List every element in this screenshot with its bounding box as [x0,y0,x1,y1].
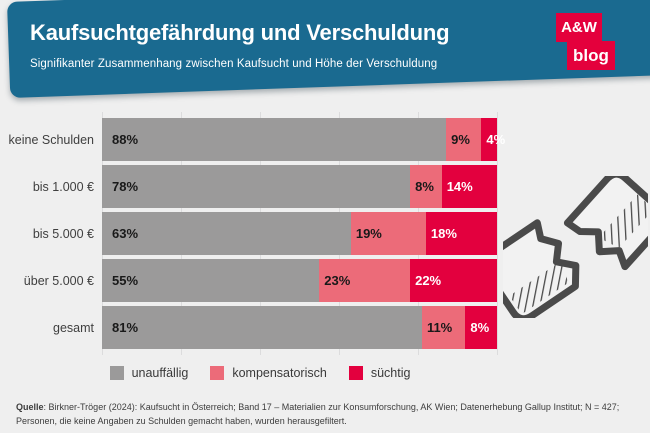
bar-segment-kompensatorisch: 23% [319,259,411,302]
legend-label: süchtig [370,366,411,380]
bar-rows: keine Schulden 88% 9% 4% bis 1.000 € 78% 8% 14%… [0,118,520,349]
bar-row: bis 1.000 € 78% 8% 14% [0,165,520,208]
legend-label: kompensatorisch [232,366,327,380]
bar-segment-unauffällig: 88% [102,118,447,161]
segment-value-label: 14% [446,179,473,194]
bar-segment-unauffällig: 78% [102,165,411,208]
bar-segment-süchtig: 22% [410,259,497,302]
category-label: keine Schulden [8,132,94,147]
aw-blog-logo: A&W blog [556,13,626,71]
legend-item-süchtig: süchtig [348,366,411,380]
legend-label: unauffällig [131,366,189,380]
segment-value-label: 4% [486,132,506,147]
bar-segment-süchtig: 8% [465,306,497,349]
logo-blog-box: blog [567,41,615,70]
legend-swatch [210,366,225,380]
source-text-1: : Birkner-Tröger (2024): Kaufsucht in Ös… [43,402,620,412]
legend-swatch [348,366,363,380]
stacked-bar: 55% 23% 22% [102,259,497,302]
category-label: bis 1.000 € [32,179,94,194]
segment-value-label: 8% [470,320,490,335]
bar-segment-süchtig: 4% [481,118,505,161]
segment-value-label: 19% [355,226,382,241]
bar-segment-unauffällig: 81% [102,306,422,349]
stacked-bar: 63% 19% 18% [102,212,497,255]
bar-row: über 5.000 € 55% 23% 22% [0,259,520,302]
bar-segment-kompensatorisch: 8% [410,165,442,208]
category-label: über 5.000 € [23,273,94,288]
stacked-bar: 78% 8% 14% [102,165,497,208]
stacked-bar-chart: keine Schulden 88% 9% 4% bis 1.000 € 78% 8% 14%… [0,112,520,355]
source-line-2: Personen, die keine Angaben zu Schulden … [16,415,644,429]
stacked-bar: 88% 9% 4% [102,118,505,161]
logo-aw-box: A&W [556,13,602,42]
segment-value-label: 78% [112,179,139,194]
segment-value-label: 63% [112,226,139,241]
gridline [497,112,498,355]
category-label: bis 5.000 € [32,226,94,241]
segment-value-label: 88% [112,132,139,147]
segment-value-label: 9% [451,132,470,147]
bar-segment-unauffällig: 55% [102,259,320,302]
legend-item-kompensatorisch: kompensatorisch [210,366,327,380]
bar-segment-süchtig: 18% [425,212,497,255]
bar-segment-kompensatorisch: 9% [446,118,482,161]
category-label: gesamt [53,320,94,335]
segment-value-label: 81% [112,320,139,335]
segment-value-label: 8% [415,179,434,194]
source-label: Quelle [16,402,44,412]
bar-row: keine Schulden 88% 9% 4% [0,118,520,161]
bar-segment-süchtig: 14% [441,165,497,208]
segment-value-label: 11% [426,320,453,335]
source-text-2: Personen, die keine Angaben zu Schulden … [16,415,347,426]
bar-row: bis 5.000 € 63% 19% 18% [0,212,520,255]
segment-value-label: 22% [415,273,442,288]
header-banner [7,0,650,98]
page-title: Kaufsuchtgefährdung und Verschuldung [30,20,450,45]
source-line-1: Quelle: Birkner-Tröger (2024): Kaufsucht… [16,401,644,415]
page-subtitle: Signifikanter Zusammenhang zwischen Kauf… [30,58,438,70]
legend-swatch [109,366,124,380]
legend: unauffällig kompensatorisch süchtig [0,366,520,380]
segment-value-label: 23% [324,273,351,288]
stacked-bar: 81% 11% 8% [102,306,497,349]
segment-value-label: 18% [430,226,457,241]
source-note: Quelle: Birkner-Tröger (2024): Kaufsucht… [16,401,644,428]
bar-row: gesamt 81% 11% 8% [0,306,520,349]
segment-value-label: 55% [112,273,139,288]
bar-segment-unauffällig: 63% [102,212,351,255]
broken-credit-card-icon [503,176,648,318]
legend-item-unauffällig: unauffällig [109,366,189,380]
bar-segment-kompensatorisch: 11% [421,306,466,349]
bar-segment-kompensatorisch: 19% [350,212,426,255]
